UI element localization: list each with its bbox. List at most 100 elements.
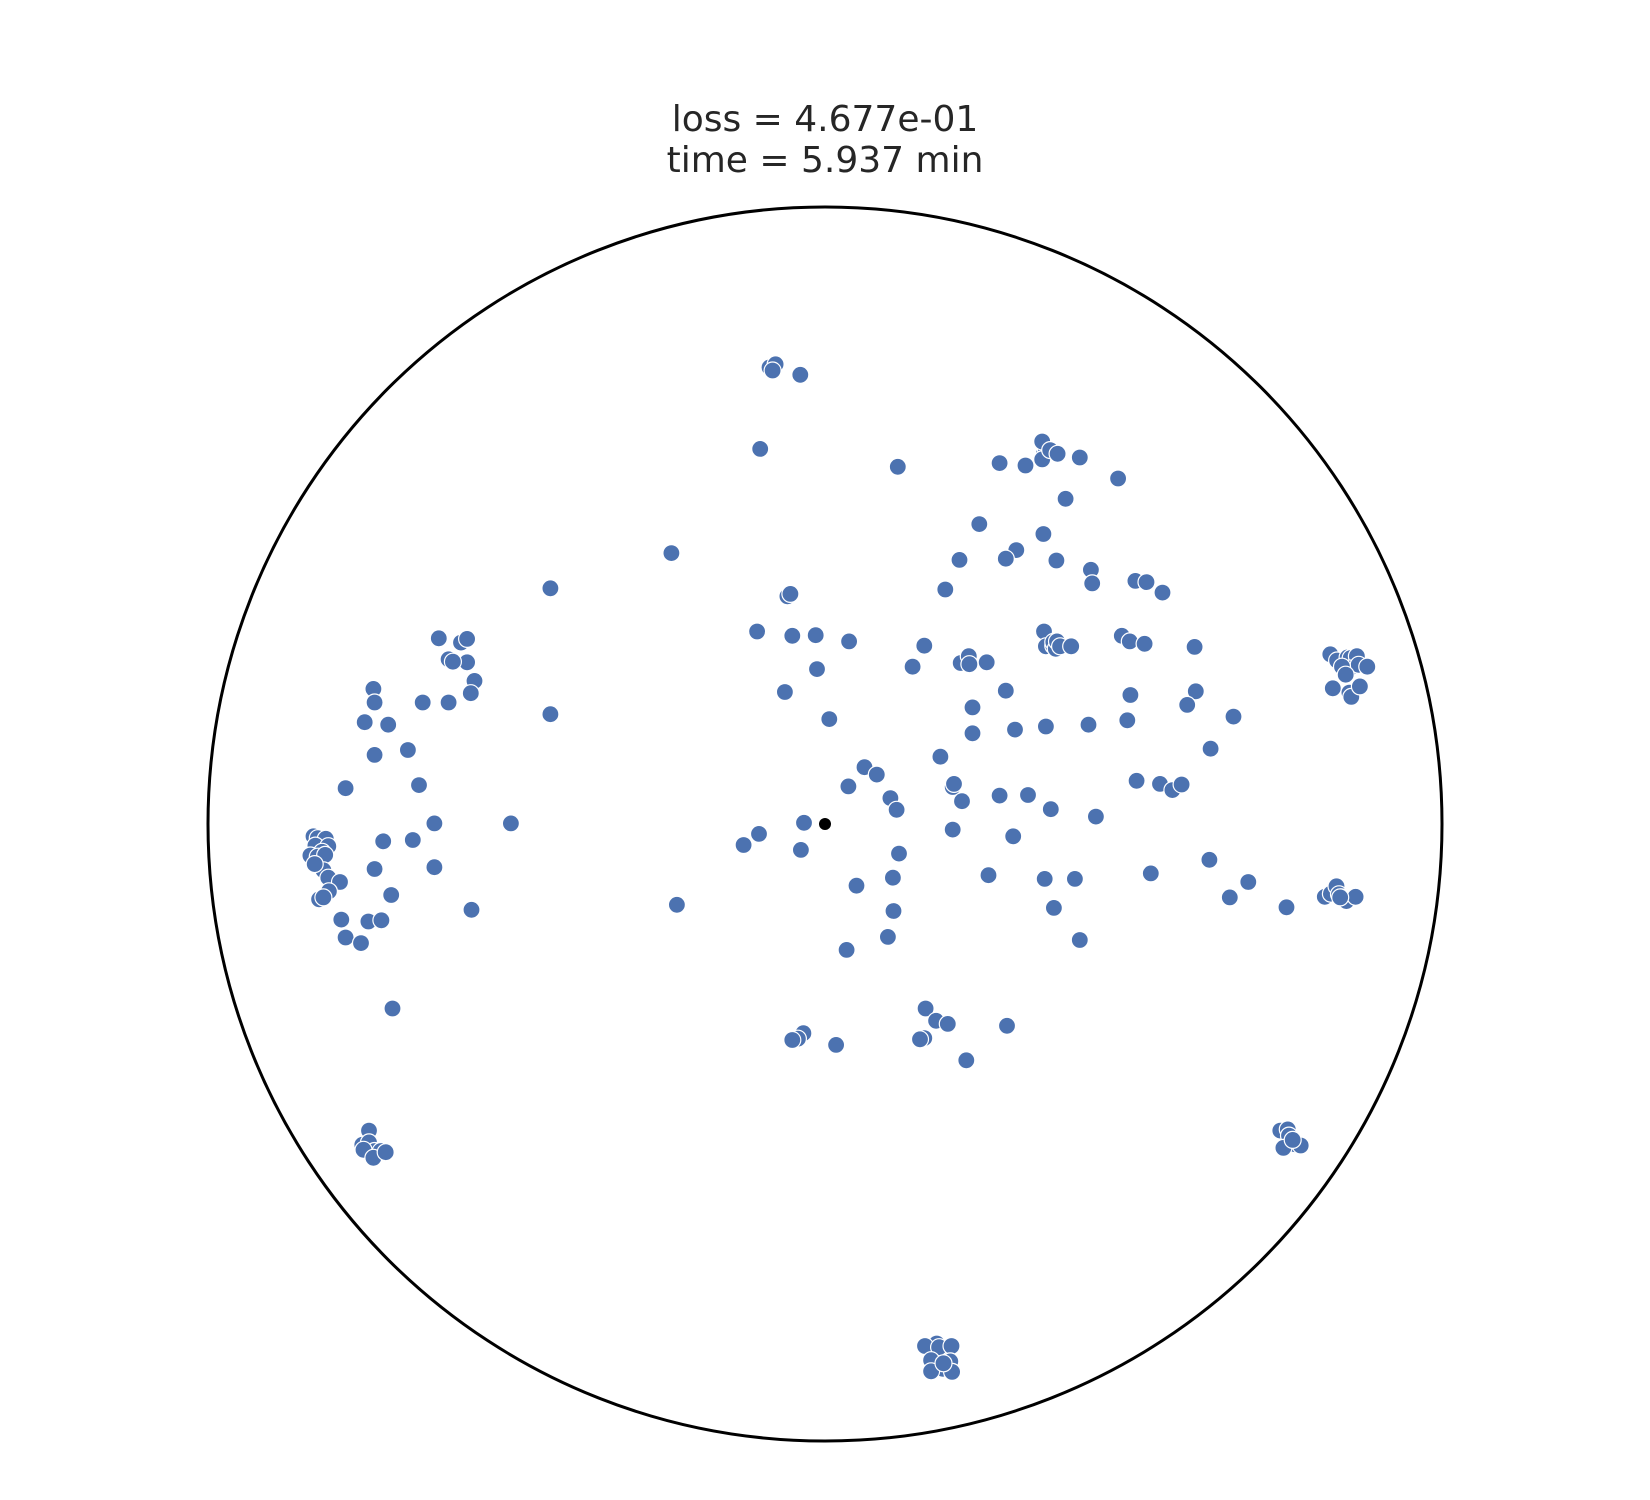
data-point: [775, 682, 795, 702]
data-point: [970, 514, 989, 534]
data-point: [963, 724, 982, 743]
data-point: [1056, 489, 1075, 508]
data-point: [847, 876, 866, 895]
data-point: [1083, 574, 1102, 593]
data-point: [934, 1354, 953, 1373]
data-point: [1035, 869, 1054, 889]
data-point: [791, 840, 811, 860]
data-point: [806, 626, 825, 645]
data-point: [839, 777, 858, 796]
data-point: [336, 779, 355, 798]
data-point: [781, 584, 800, 604]
data-point: [379, 715, 398, 734]
data-point: [667, 895, 687, 914]
data-point: [458, 629, 477, 649]
data-point: [1047, 551, 1066, 570]
data-point: [541, 705, 560, 724]
data-point: [884, 901, 903, 921]
data-point: [734, 835, 753, 855]
data-point: [990, 786, 1009, 805]
data-point: [931, 747, 950, 766]
data-point: [1178, 695, 1197, 715]
data-point: [837, 940, 856, 960]
chart-title-time: time = 5.937 min: [666, 140, 984, 181]
data-point: [794, 813, 814, 832]
data-point: [977, 653, 996, 672]
data-point: [1135, 634, 1154, 653]
data-point: [996, 549, 1015, 568]
data-point: [365, 859, 384, 879]
data-point: [351, 933, 371, 953]
chart-title-loss: loss = 4.677e-01: [671, 99, 979, 140]
data-point: [332, 910, 351, 929]
data-point: [990, 454, 1009, 473]
data-point: [409, 775, 429, 795]
data-point: [1220, 888, 1239, 907]
data-point: [763, 361, 782, 380]
data-point: [1079, 715, 1098, 734]
data-point: [1127, 771, 1146, 790]
data-point: [425, 858, 444, 877]
data-point: [1331, 888, 1350, 907]
data-point: [751, 439, 770, 458]
data-point: [425, 814, 444, 833]
data-point: [1120, 632, 1139, 651]
data-point: [1005, 720, 1025, 739]
data-point: [443, 652, 462, 671]
data-point: [903, 657, 922, 676]
data-point: [374, 832, 393, 851]
data-point: [1323, 679, 1342, 698]
data-point: [1201, 739, 1220, 758]
data-point: [1358, 657, 1377, 676]
data-point: [1041, 800, 1060, 819]
data-point: [1153, 583, 1172, 602]
data-point: [1185, 637, 1204, 657]
data-point: [403, 830, 422, 850]
data-point: [1108, 469, 1128, 488]
data-point: [867, 765, 886, 784]
data-point: [910, 1030, 930, 1049]
data-point: [943, 820, 962, 839]
data-point: [382, 885, 401, 905]
data-point: [1070, 448, 1089, 467]
data-point: [952, 792, 972, 811]
data-point: [820, 709, 839, 729]
data-point: [383, 999, 402, 1018]
data-point: [915, 636, 934, 655]
data-point: [1121, 685, 1140, 705]
data-point: [979, 866, 998, 885]
data-point: [1277, 898, 1296, 917]
data-point: [314, 888, 333, 907]
unit-circle-boundary: [206, 205, 1444, 1443]
data-point: [957, 1051, 976, 1070]
data-point: [413, 693, 432, 712]
data-point: [376, 1143, 395, 1162]
data-point: [883, 868, 903, 887]
data-point: [336, 928, 355, 947]
data-point: [1186, 682, 1205, 701]
data-point: [372, 911, 391, 930]
data-point: [1224, 707, 1243, 726]
data-point: [996, 681, 1015, 700]
data-point: [662, 543, 681, 563]
data-point: [365, 745, 384, 765]
data-point: [1200, 850, 1219, 869]
data-point: [749, 824, 769, 844]
data-point: [944, 774, 964, 794]
data-point: [1062, 637, 1081, 656]
data-point: [365, 693, 384, 712]
data-point: [501, 814, 520, 833]
data-point: [936, 580, 955, 599]
data-point: [938, 1014, 957, 1034]
data-point: [541, 579, 560, 598]
data-point: [1172, 775, 1191, 794]
data-point: [1346, 887, 1365, 906]
data-point: [1065, 869, 1085, 889]
data-point: [1004, 827, 1023, 846]
data-point: [1118, 711, 1137, 730]
data-point: [1350, 677, 1370, 696]
data-point: [461, 684, 480, 703]
data-point: [807, 659, 827, 679]
